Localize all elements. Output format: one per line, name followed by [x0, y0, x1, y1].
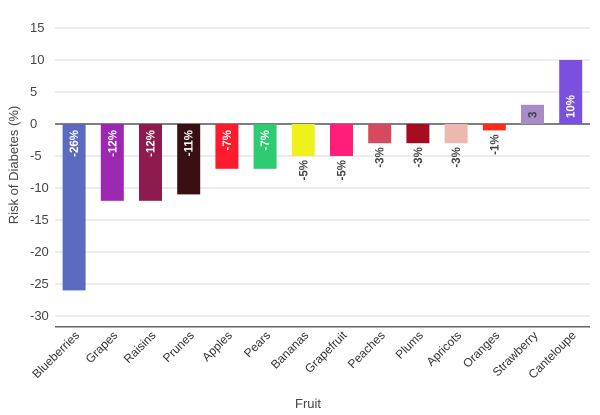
bar: [368, 124, 391, 143]
data-label: -26%: [69, 130, 81, 157]
y-tick-label: 0: [30, 116, 37, 131]
x-category-label: Apricots: [424, 328, 465, 369]
data-label: -3%: [451, 147, 463, 167]
data-label: -12%: [146, 130, 158, 157]
y-tick-label: 15: [30, 20, 44, 35]
bar: [483, 124, 506, 130]
y-tick-label: -25: [30, 276, 49, 291]
y-tick-label: -20: [30, 244, 49, 259]
y-tick-label: -15: [30, 212, 49, 227]
data-label: -5%: [298, 160, 310, 180]
data-label: -3%: [375, 147, 387, 167]
data-label: -7%: [260, 130, 272, 150]
y-tick-label: 10: [30, 52, 44, 67]
x-category-label: Grapes: [83, 328, 121, 366]
y-tick-label: -5: [30, 148, 42, 163]
y-tick-label: 5: [30, 84, 37, 99]
data-label: -3%: [413, 147, 425, 167]
data-label: -1%: [489, 134, 501, 154]
data-label: -11%: [184, 130, 196, 156]
x-category-label: Plums: [393, 328, 426, 361]
x-category-label: Pears: [241, 328, 273, 360]
y-tick-label: -30: [30, 308, 49, 323]
x-category-label: Prunes: [160, 328, 197, 365]
x-category-label: Raisins: [121, 328, 159, 366]
bar: [292, 124, 315, 156]
bar: [406, 124, 429, 143]
data-label: 3: [528, 112, 540, 118]
x-category-label: Apples: [199, 328, 235, 364]
y-axis-title: Risk of Diabetes (%): [6, 106, 21, 224]
data-label: -5%: [337, 160, 349, 180]
x-axis-title: Fruit: [295, 396, 321, 411]
data-label: -12%: [107, 130, 119, 157]
data-label: 10%: [566, 95, 578, 118]
bar: [445, 124, 468, 143]
x-category-label: Peaches: [345, 328, 388, 371]
bar: [330, 124, 353, 156]
x-category-label: Blueberries: [29, 328, 82, 381]
y-tick-label: -10: [30, 180, 49, 195]
data-label: -7%: [222, 130, 234, 150]
x-category-label: Grapefruit: [302, 328, 350, 376]
